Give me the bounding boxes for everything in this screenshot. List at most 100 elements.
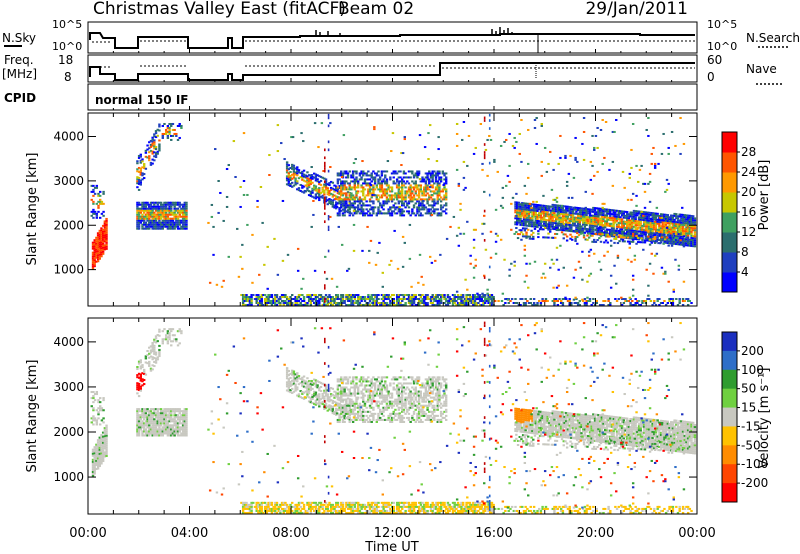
power-cell bbox=[338, 190, 341, 193]
power-cell bbox=[343, 200, 346, 203]
power-cell bbox=[598, 229, 602, 232]
power-cell bbox=[350, 196, 353, 199]
power-cell bbox=[348, 214, 351, 217]
power-cell bbox=[443, 204, 446, 207]
power-cell bbox=[627, 225, 631, 228]
power-cell bbox=[304, 180, 307, 183]
power-cell bbox=[171, 221, 175, 224]
power-cell bbox=[590, 230, 593, 233]
power-cell bbox=[417, 302, 421, 305]
power-cell bbox=[136, 225, 139, 228]
power-cell bbox=[316, 174, 319, 177]
power-cell bbox=[693, 233, 697, 236]
power-cell bbox=[551, 209, 554, 212]
velocity-cell bbox=[100, 458, 103, 461]
power-cell bbox=[616, 242, 620, 245]
power-cell bbox=[367, 192, 370, 195]
power-cell bbox=[417, 194, 421, 197]
power-cell bbox=[170, 223, 173, 226]
power-cell bbox=[665, 236, 669, 239]
power-cell bbox=[610, 213, 614, 216]
power-cell bbox=[407, 190, 411, 193]
power-cell bbox=[343, 192, 346, 195]
power-cell bbox=[561, 207, 565, 210]
power-cell bbox=[411, 208, 414, 211]
power-cell bbox=[214, 148, 217, 151]
power-cell bbox=[443, 296, 446, 299]
power-cell bbox=[653, 226, 656, 229]
power-cell bbox=[593, 240, 596, 243]
power-cell bbox=[343, 188, 346, 191]
power-cell bbox=[537, 208, 541, 211]
power-cell bbox=[650, 152, 653, 155]
power-cell bbox=[673, 228, 676, 231]
power-cell bbox=[659, 234, 662, 237]
power-cell bbox=[554, 300, 558, 303]
power-cell bbox=[397, 184, 401, 187]
power-cell bbox=[688, 240, 692, 243]
power-cell bbox=[348, 298, 351, 301]
power-cell bbox=[554, 298, 558, 301]
power-cell bbox=[519, 205, 522, 208]
power-cell bbox=[628, 246, 631, 249]
power-cell bbox=[639, 226, 642, 229]
power-cell bbox=[100, 202, 104, 205]
power-cell bbox=[653, 222, 656, 225]
power-cell bbox=[250, 302, 253, 305]
power-cell bbox=[514, 298, 517, 301]
power-cell bbox=[469, 262, 472, 265]
power-cell bbox=[644, 215, 648, 218]
power-cell bbox=[136, 176, 139, 179]
power-cell bbox=[313, 176, 316, 179]
power-cell bbox=[600, 217, 604, 220]
power-cell bbox=[142, 203, 146, 206]
power-cell bbox=[690, 224, 693, 227]
power-cell bbox=[297, 296, 301, 299]
power-cell bbox=[243, 296, 247, 299]
power-cell bbox=[340, 200, 343, 203]
power-cell bbox=[346, 174, 350, 177]
power-cell bbox=[99, 200, 102, 203]
power-cell bbox=[417, 206, 421, 209]
power-cell bbox=[399, 200, 402, 203]
velocity-cell bbox=[105, 432, 108, 435]
power-cell bbox=[659, 215, 663, 218]
power-cell bbox=[307, 178, 311, 181]
power-cell bbox=[378, 176, 382, 179]
power-cell bbox=[553, 220, 556, 223]
velocity-cell bbox=[144, 428, 148, 431]
power-cell bbox=[365, 298, 368, 301]
power-cell bbox=[693, 243, 697, 246]
power-cell bbox=[378, 212, 382, 215]
power-cell bbox=[142, 217, 146, 220]
power-cell bbox=[461, 138, 464, 141]
power-cell bbox=[617, 225, 620, 228]
power-cell bbox=[100, 247, 103, 250]
power-cell bbox=[311, 191, 314, 194]
power-cell bbox=[329, 180, 333, 183]
power-cell bbox=[563, 205, 566, 208]
power-cell bbox=[310, 174, 313, 177]
power-cell bbox=[183, 201, 187, 204]
power-cell bbox=[360, 186, 363, 189]
power-cell bbox=[105, 217, 108, 220]
power-cell bbox=[99, 190, 102, 193]
power-cell bbox=[173, 132, 176, 135]
power-cell bbox=[321, 186, 324, 189]
power-cell bbox=[431, 294, 434, 297]
power-cell bbox=[664, 223, 668, 226]
power-cell bbox=[292, 304, 296, 306]
power-cell bbox=[171, 217, 175, 220]
power-cell bbox=[593, 225, 597, 228]
power-cell bbox=[690, 216, 693, 219]
power-cell bbox=[548, 219, 551, 222]
power-cell bbox=[533, 260, 537, 263]
power-cell bbox=[178, 221, 181, 224]
power-cell bbox=[324, 300, 328, 303]
power-cell bbox=[289, 178, 292, 181]
power-cell bbox=[637, 238, 641, 241]
power-cell bbox=[260, 294, 263, 297]
power-cell bbox=[615, 223, 619, 226]
velocity-cell bbox=[93, 450, 96, 453]
power-cell bbox=[411, 212, 414, 215]
